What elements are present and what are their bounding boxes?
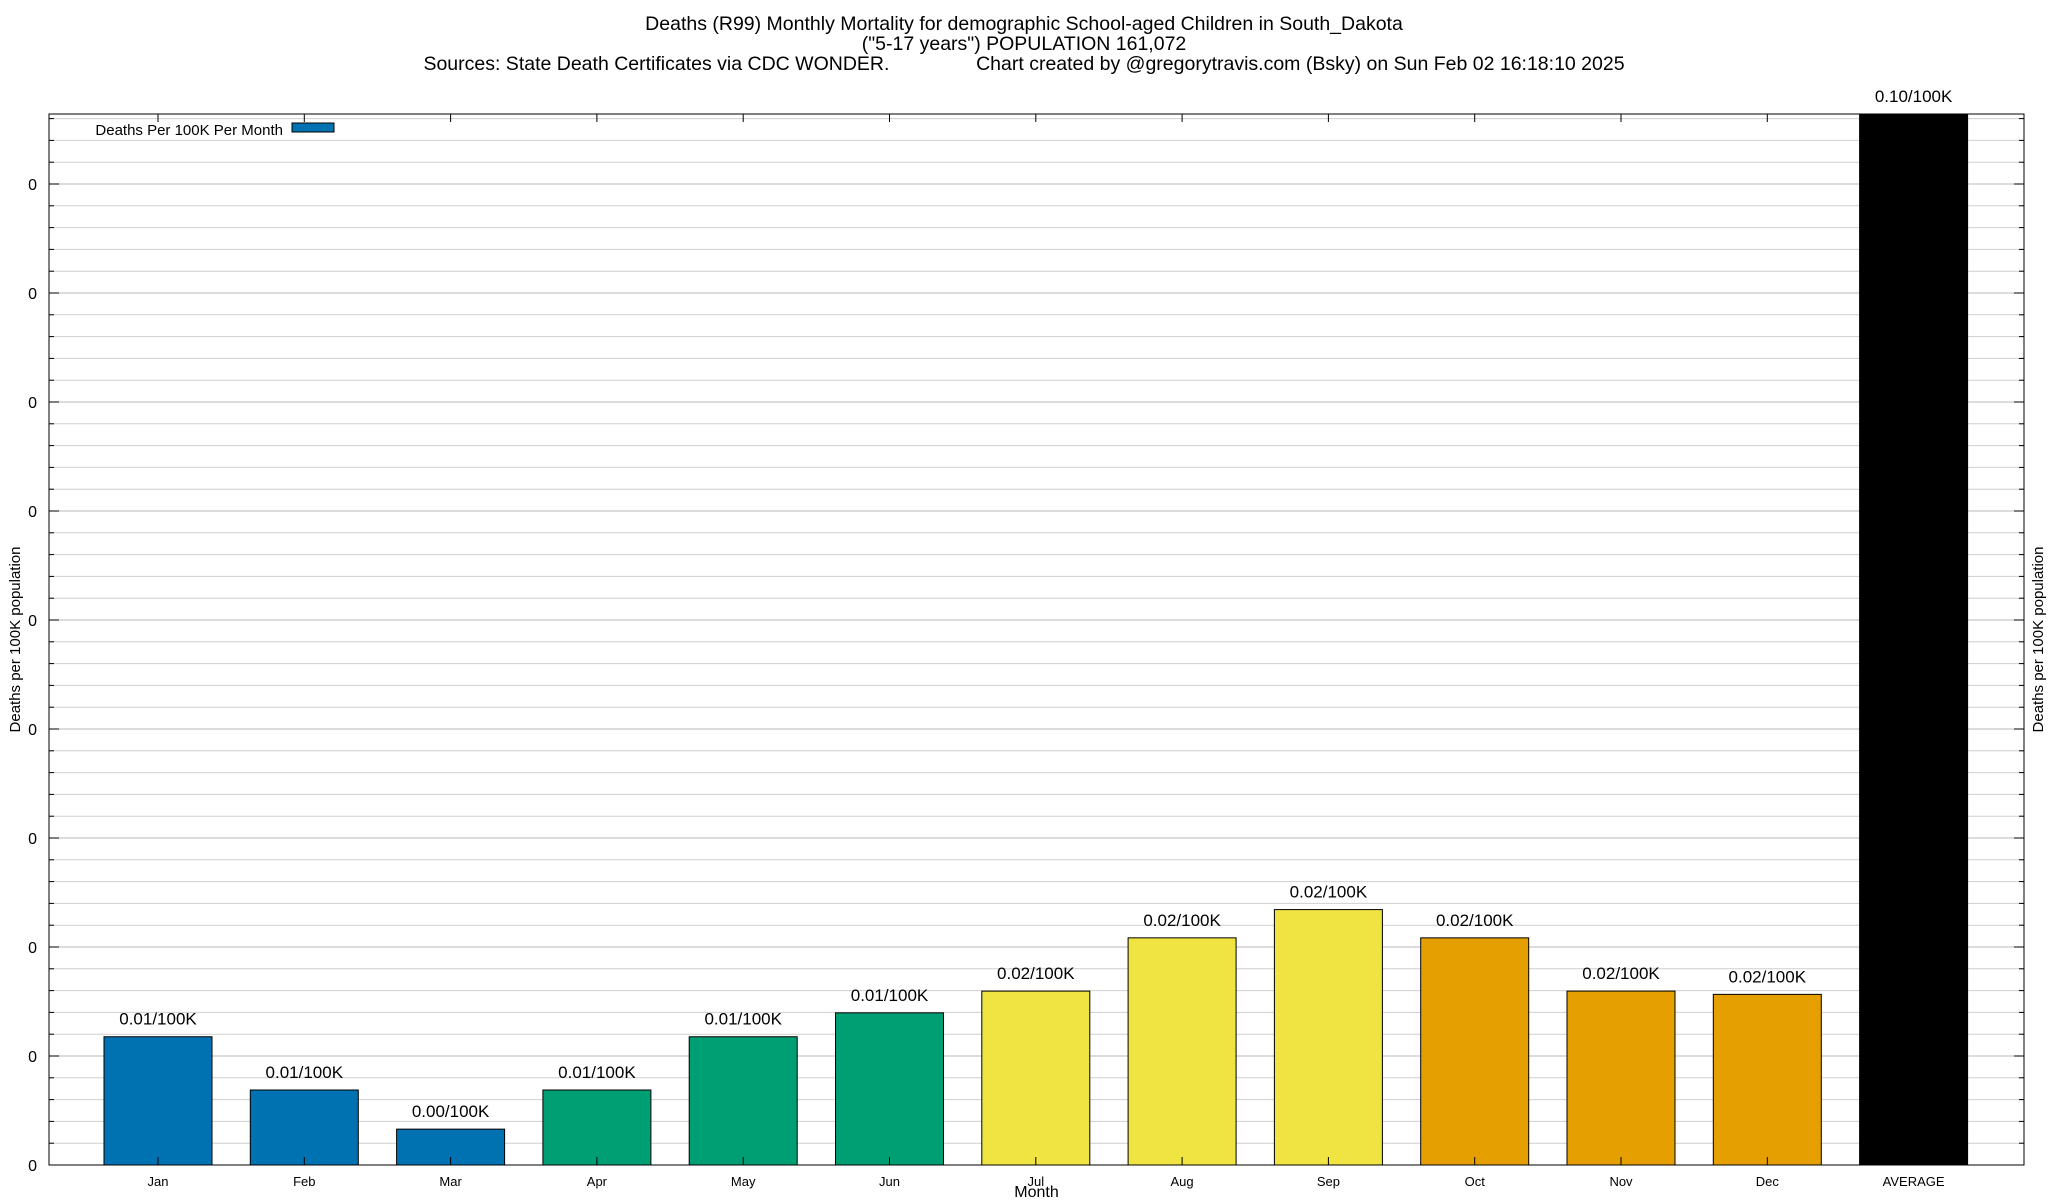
- legend-label: Deaths Per 100K Per Month: [95, 122, 283, 139]
- x-tick-label: Nov: [1609, 1174, 1633, 1189]
- y-tick-label: 0: [28, 940, 37, 957]
- bar-apr: [542, 1089, 652, 1166]
- y-tick-label: 0: [28, 504, 37, 521]
- x-tick-label: Jun: [879, 1174, 900, 1189]
- bar-value-label: 0.02/100K: [997, 964, 1075, 983]
- bar-value-label: 0.01/100K: [704, 1010, 782, 1029]
- bar-jan: [103, 1036, 213, 1166]
- bar-oct: [1420, 937, 1530, 1166]
- bar-value-label: 0.01/100K: [558, 1063, 636, 1082]
- x-tick-label: Sep: [1317, 1174, 1340, 1189]
- bar-value-label: 0.01/100K: [119, 1010, 197, 1029]
- x-tick-label: Feb: [293, 1174, 315, 1189]
- bar-value-label: 0.02/100K: [1582, 964, 1660, 983]
- bar-dec: [1712, 993, 1822, 1166]
- x-tick-label: May: [731, 1174, 756, 1189]
- legend: Deaths Per 100K Per Month: [95, 122, 335, 139]
- x-tick-label: Aug: [1171, 1174, 1194, 1189]
- bar-value-label: 0.00/100K: [412, 1102, 490, 1121]
- legend-swatch: [291, 122, 335, 133]
- bar-value-label: 0.02/100K: [1436, 911, 1514, 930]
- y-tick-label: 0: [28, 395, 37, 412]
- y-tick-label: 0: [28, 613, 37, 630]
- bar-jun: [835, 1012, 944, 1166]
- x-tick-label: Apr: [587, 1174, 608, 1189]
- y-tick-label: 0: [28, 722, 37, 739]
- bar-aug: [1127, 937, 1237, 1166]
- plot-frame: [48, 113, 2025, 1166]
- bar-value-label: 0.02/100K: [1729, 967, 1807, 986]
- bar-value-label: 0.01/100K: [851, 986, 929, 1005]
- x-tick-label: Jan: [148, 1174, 169, 1189]
- x-tick-label: AVERAGE: [1883, 1174, 1945, 1189]
- grid-lines: [49, 118, 2024, 1144]
- bar-value-label: 0.01/100K: [266, 1063, 344, 1082]
- y-axis-label: Deaths per 100K population: [7, 547, 24, 733]
- y-tick-label: 0: [28, 831, 37, 848]
- y-tick-label: 0: [28, 1049, 37, 1066]
- bar-sep: [1273, 909, 1383, 1166]
- bar-jul: [981, 990, 1091, 1166]
- x-tick-label: Dec: [1756, 1174, 1780, 1189]
- bar-value-label: 0.02/100K: [1290, 883, 1368, 902]
- bar-nov: [1566, 990, 1676, 1166]
- x-tick-label: Oct: [1465, 1174, 1486, 1189]
- x-axis-label: Month: [1014, 1184, 1058, 1200]
- bar-value-label: 0.02/100K: [1143, 911, 1221, 930]
- chart-title: Deaths (R99) Monthly Mortality for demog…: [0, 14, 2048, 74]
- axis-ticks: 0 0 0 0 0 0 0 0 0 0 Jan Feb Mar Apr May Jun Jul Aug Sep Oct…: [28, 114, 2024, 1189]
- chart-title-line-1: Deaths (R99) Monthly Mortality for demog…: [645, 13, 1403, 35]
- x-tick-label: Mar: [439, 1174, 462, 1189]
- bar-value-labels: 0.01/100K 0.01/100K 0.00/100K 0.01/100K 0.01…: [119, 87, 1953, 1121]
- y-tick-label: 0: [28, 177, 37, 194]
- bar-average: [1859, 113, 1969, 1166]
- y-tick-label: 0: [28, 286, 37, 303]
- chart-title-line-2: ("5-17 years") POPULATION 161,072: [861, 33, 1187, 55]
- bar-value-label: 0.10/100K: [1875, 87, 1953, 106]
- x-tick-label: Jul: [1027, 1174, 1044, 1189]
- bar-may: [688, 1036, 798, 1166]
- chart-title-line-3: Sources: State Death Certificates via CD…: [423, 53, 1625, 75]
- y-tick-label: 0: [28, 1158, 37, 1175]
- bar-feb: [249, 1089, 359, 1166]
- bars: [103, 113, 1969, 1166]
- y2-axis-label: Deaths per 100K population: [2030, 547, 2047, 733]
